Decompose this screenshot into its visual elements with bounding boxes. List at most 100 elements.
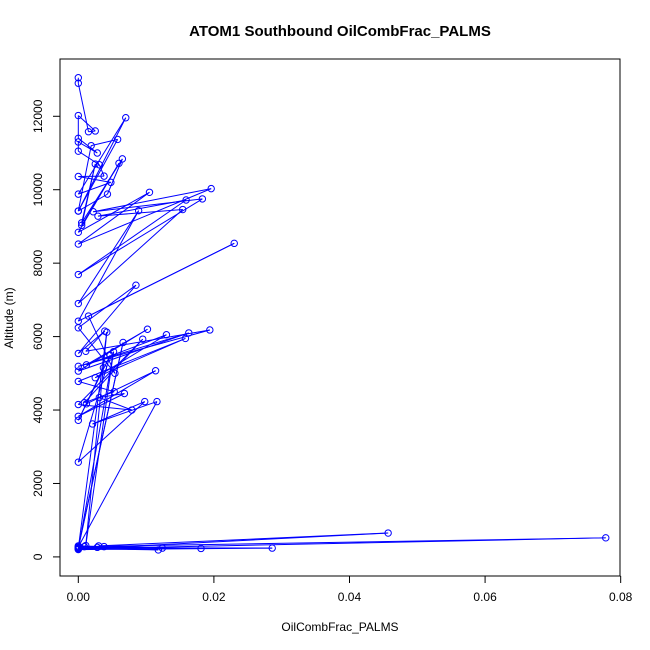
data-point — [74, 416, 83, 425]
data-point — [74, 400, 83, 409]
x-tick-label: 0.06 — [473, 590, 497, 604]
data-point — [153, 397, 161, 406]
data-point — [109, 347, 118, 356]
data-point — [115, 159, 123, 167]
chart-title: ATOM1 Southbound OilCombFrac_PALMS — [189, 23, 491, 40]
data-point — [122, 114, 130, 122]
data-point — [158, 544, 167, 552]
data-point — [74, 324, 83, 332]
data-point — [110, 387, 118, 396]
series-segment — [77, 401, 146, 463]
series-segment — [88, 242, 235, 317]
series-segment — [86, 328, 148, 366]
series-segment — [77, 139, 119, 212]
series-segment — [84, 338, 144, 404]
x-tick-label: 0.04 — [338, 590, 362, 604]
data-point — [74, 190, 83, 198]
series-line — [77, 77, 606, 551]
data-point — [74, 377, 83, 386]
data-point — [87, 141, 95, 150]
y-tick-label: 12000 — [31, 99, 45, 133]
series-segment — [78, 532, 389, 550]
data-point — [93, 149, 101, 157]
data-points — [74, 74, 610, 554]
data-point — [88, 420, 97, 428]
data-point — [206, 326, 214, 334]
data-point — [145, 188, 154, 196]
data-point — [82, 541, 90, 550]
y-tick-label: 2000 — [31, 470, 45, 497]
data-point — [230, 239, 238, 248]
data-point — [74, 172, 83, 181]
data-point — [74, 349, 83, 358]
data-point — [74, 74, 83, 82]
series-segment — [97, 199, 187, 217]
y-tick-label: 4000 — [31, 396, 45, 423]
data-point — [182, 196, 190, 204]
series-segment — [94, 334, 167, 379]
series-segment — [77, 210, 140, 304]
series-segment — [85, 351, 115, 546]
data-point — [151, 367, 160, 375]
series-segment — [78, 393, 125, 417]
series-segment — [77, 284, 137, 354]
series-segment — [77, 209, 184, 304]
data-point — [139, 335, 147, 343]
data-point — [181, 334, 190, 343]
data-point — [82, 347, 90, 355]
series-segment — [77, 115, 96, 132]
data-point — [84, 312, 93, 320]
series-segment — [77, 355, 111, 463]
data-point — [91, 160, 99, 168]
data-point — [185, 329, 193, 337]
data-point — [74, 412, 83, 420]
data-point — [77, 221, 86, 230]
series-segment — [78, 193, 108, 212]
data-point — [74, 228, 83, 237]
series-segment — [77, 351, 115, 550]
data-point — [89, 208, 97, 216]
data-point — [74, 367, 83, 375]
series-segment — [97, 209, 183, 217]
data-point — [113, 135, 122, 144]
data-point — [74, 138, 83, 146]
data-point — [91, 374, 99, 382]
series-segment — [106, 158, 123, 195]
series-segment — [84, 537, 606, 548]
data-point — [143, 325, 152, 333]
data-point — [134, 206, 143, 215]
series-segment — [77, 210, 140, 322]
data-point — [74, 134, 83, 143]
series-segment — [77, 332, 108, 549]
data-point — [100, 172, 108, 180]
series-segment — [78, 332, 189, 372]
data-point — [103, 190, 112, 198]
series-segment — [77, 327, 116, 374]
series-segment — [77, 145, 92, 212]
series-segment — [85, 332, 108, 546]
data-point — [74, 207, 83, 215]
data-point — [132, 281, 140, 289]
data-point — [74, 147, 83, 155]
data-point — [74, 240, 83, 248]
data-point — [74, 362, 83, 371]
series-segment — [93, 188, 212, 213]
data-point — [94, 212, 102, 220]
data-point — [91, 127, 99, 135]
data-point — [154, 546, 163, 554]
data-point — [384, 529, 392, 537]
data-point — [74, 543, 83, 551]
data-point — [197, 544, 205, 553]
data-point — [119, 338, 127, 347]
plot-frame — [59, 58, 621, 577]
y-tick-label: 10000 — [31, 173, 45, 207]
series-segment — [85, 330, 106, 352]
series-segment — [78, 284, 137, 329]
data-point — [107, 178, 115, 187]
y-tick-label: 0 — [31, 553, 45, 560]
data-point — [602, 534, 610, 542]
data-point — [95, 393, 104, 402]
data-point — [103, 328, 111, 336]
data-point — [120, 389, 129, 398]
series-segment — [77, 355, 111, 421]
